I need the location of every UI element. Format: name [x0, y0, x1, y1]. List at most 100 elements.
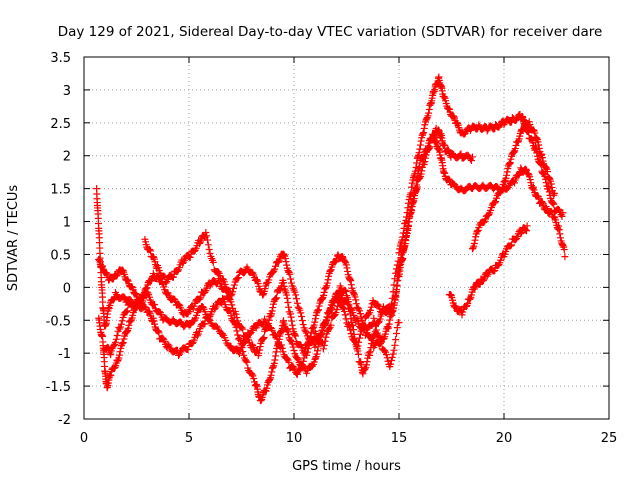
data-point — [303, 348, 311, 356]
data-point — [360, 325, 368, 333]
data-point — [298, 317, 306, 325]
data-point — [559, 209, 567, 217]
data-point — [416, 145, 424, 153]
y-tick-label: 0.5 — [50, 248, 71, 263]
data-point — [113, 331, 121, 339]
data-point — [405, 218, 413, 226]
data-point — [188, 339, 196, 347]
data-point — [485, 211, 493, 219]
data-point — [469, 244, 477, 252]
data-point — [538, 198, 546, 206]
data-point — [545, 188, 553, 196]
data-point — [490, 267, 498, 275]
data-point — [330, 312, 338, 320]
data-point — [505, 160, 513, 168]
data-point — [112, 335, 120, 343]
data-point — [248, 370, 256, 378]
data-point — [271, 356, 279, 364]
data-point — [404, 222, 412, 230]
data-point — [136, 297, 144, 305]
data-point — [495, 123, 503, 131]
data-point — [418, 167, 426, 175]
data-point — [150, 317, 158, 325]
data-point — [535, 144, 543, 152]
data-point — [132, 290, 140, 298]
data-point — [311, 318, 319, 326]
data-point — [146, 246, 154, 254]
data-point — [429, 136, 437, 144]
data-point — [387, 300, 395, 308]
data-point — [390, 346, 398, 354]
data-point — [347, 281, 355, 289]
series-track-5 — [445, 222, 531, 319]
data-point — [147, 247, 155, 255]
x-axis-label: GPS time / hours — [292, 459, 401, 474]
data-point — [554, 225, 562, 233]
data-point — [171, 296, 179, 304]
data-point — [311, 315, 319, 323]
data-point — [535, 141, 543, 149]
y-tick-label: -0.5 — [46, 314, 71, 329]
data-point — [186, 253, 194, 261]
data-point — [278, 344, 286, 352]
series-track-4 — [141, 229, 403, 371]
data-point — [323, 279, 331, 287]
data-point — [555, 205, 563, 213]
series-track-7 — [95, 290, 147, 392]
data-point — [411, 167, 419, 175]
data-point — [342, 315, 350, 323]
data-point — [315, 306, 323, 314]
y-tick-label: 2 — [63, 150, 71, 165]
data-point — [469, 153, 476, 161]
data-point — [367, 303, 375, 311]
data-point — [233, 327, 241, 335]
data-point — [280, 317, 287, 325]
data-point — [228, 301, 236, 309]
data-point — [507, 155, 515, 163]
data-point — [265, 276, 273, 284]
data-point — [262, 387, 270, 395]
data-point — [352, 296, 360, 304]
data-point — [236, 346, 244, 354]
data-point — [201, 320, 209, 328]
data-point — [320, 341, 328, 349]
data-point — [382, 351, 390, 359]
data-point — [533, 134, 541, 142]
data-point — [421, 158, 429, 166]
data-point — [283, 261, 291, 269]
data-point — [124, 324, 132, 332]
data-point — [286, 270, 294, 278]
data-point — [265, 316, 273, 324]
data-point — [312, 354, 320, 362]
data-point — [103, 269, 111, 277]
data-point — [409, 198, 417, 206]
data-point — [344, 300, 352, 308]
data-point — [473, 228, 481, 236]
data-point — [298, 361, 306, 369]
data-point — [393, 261, 401, 269]
data-point — [390, 281, 398, 289]
data-point — [119, 339, 127, 347]
data-point — [354, 342, 362, 350]
data-point — [545, 185, 553, 193]
data-point — [361, 365, 369, 373]
x-tick-label: 5 — [185, 431, 193, 446]
data-point — [412, 187, 420, 195]
data-point — [280, 251, 288, 259]
data-point — [404, 226, 412, 234]
data-point — [267, 371, 275, 379]
data-point — [414, 153, 422, 161]
data-point — [257, 396, 265, 404]
data-point — [342, 287, 350, 295]
data-point — [235, 335, 243, 343]
data-point — [277, 341, 285, 349]
data-point — [110, 342, 118, 350]
data-point — [555, 222, 563, 230]
data-point — [286, 310, 294, 318]
series-track-1 — [93, 130, 569, 405]
data-point — [500, 121, 508, 129]
data-point — [272, 348, 280, 356]
data-point — [466, 295, 474, 303]
data-point — [385, 324, 392, 332]
data-point — [285, 303, 293, 311]
